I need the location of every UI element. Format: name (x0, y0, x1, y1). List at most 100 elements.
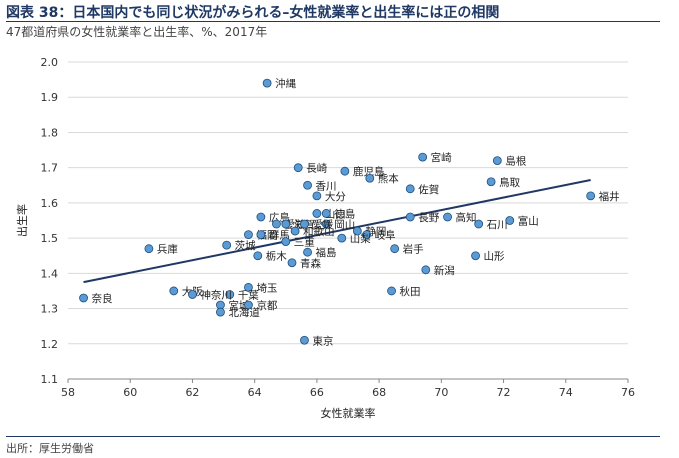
x-tick-label: 58 (61, 386, 75, 399)
data-point (225, 290, 235, 299)
data-point (169, 286, 179, 296)
data-point-label: 茨城 (235, 239, 256, 252)
data-point-label: 大分 (325, 190, 346, 203)
data-point-label: 新潟 (434, 264, 455, 277)
data-point-label: 石川 (487, 219, 508, 231)
data-point-label: 千葉 (238, 288, 259, 301)
data-point-label: 沖縄 (275, 77, 296, 90)
data-point (303, 247, 312, 257)
x-tick-label: 62 (185, 386, 199, 399)
data-point (387, 286, 396, 296)
y-tick-label: 1.7 (41, 162, 59, 175)
y-tick-label: 1.6 (41, 197, 59, 210)
y-tick-label: 1.1 (41, 373, 59, 386)
data-point-label: 島根 (505, 155, 526, 168)
data-point (256, 212, 266, 222)
data-point-label: 鹿児島 (353, 165, 385, 178)
y-tick-label: 1.9 (41, 91, 59, 104)
data-point-label: 山形 (484, 251, 505, 263)
data-point-label: 長崎 (306, 162, 327, 175)
data-point-label: 鳥取 (499, 176, 520, 189)
data-point-label: 和歌山 (303, 225, 335, 238)
data-point (365, 173, 375, 183)
data-point (421, 265, 431, 275)
data-point (256, 230, 266, 239)
data-point (272, 219, 281, 229)
y-axis-title: 出生率 (15, 204, 29, 237)
y-tick-label: 1.8 (41, 126, 59, 139)
data-point-label: 香川 (316, 180, 337, 192)
y-tick-label: 2.0 (41, 56, 59, 69)
x-tick-label: 74 (559, 386, 573, 399)
data-point-label: 秋田 (400, 285, 421, 298)
data-point (290, 226, 300, 236)
data-point (300, 335, 309, 345)
data-point (144, 244, 154, 254)
data-point (492, 156, 502, 166)
data-point-label: 佐賀 (418, 183, 439, 196)
data-point (244, 230, 253, 239)
data-point (303, 180, 312, 190)
data-point (474, 219, 484, 229)
data-point (337, 233, 347, 243)
data-point-label: 山梨 (350, 232, 371, 245)
scatter-chart: 1.1 1.2 1.3 1.4 1.5 1.6 1.7 1.8 1.9 2.0 58 60 62 64 66… (15, 56, 635, 420)
data-point (312, 209, 322, 218)
data-point-label: 高知 (456, 211, 477, 224)
data-point-label: 岐阜 (375, 229, 396, 242)
data-point-label: 岩手 (403, 243, 424, 256)
x-tick-label: 66 (310, 386, 324, 399)
data-point (486, 177, 496, 187)
data-point (418, 152, 428, 162)
data-point (262, 78, 272, 88)
data-point (293, 163, 303, 173)
x-tick-label: 72 (497, 386, 511, 399)
chart-subtitle: 47都道府県の女性就業率と出生率、%、2017年 (6, 25, 268, 39)
data-point (79, 293, 88, 303)
source-note: 出所：厚生労働省 (6, 442, 94, 455)
data-point (281, 237, 291, 247)
data-point-label: 福島 (316, 246, 337, 259)
data-point-label: 熊本 (378, 172, 399, 185)
data-point-label: 岡山 (334, 219, 355, 231)
data-point-label: 東京 (312, 334, 333, 347)
data-point-label: 愛知 (284, 218, 305, 231)
data-point-label: 三重 (294, 236, 315, 249)
data-point (405, 184, 415, 194)
data-point-label: 徳島 (334, 207, 355, 220)
title-divider (6, 21, 660, 22)
data-point-label: 福井 (599, 190, 620, 203)
data-point-label: 長野 (418, 212, 439, 224)
x-axis-title: 女性就業率 (321, 406, 376, 420)
data-point-label: 奈良 (92, 292, 113, 305)
data-point-label: 神奈川 (200, 288, 232, 301)
data-point (188, 290, 197, 299)
x-tick-label: 68 (372, 386, 386, 399)
data-point-label: 愛媛 (312, 218, 333, 231)
data-point (281, 219, 291, 229)
data-point (352, 226, 362, 236)
footer-divider (6, 436, 660, 437)
data-point-label: 宮崎 (431, 151, 452, 164)
data-point (362, 230, 372, 239)
data-point (216, 307, 225, 317)
y-tick-label: 1.5 (41, 232, 59, 245)
x-tick-label: 64 (248, 386, 262, 399)
data-point-label: 京都 (256, 299, 277, 312)
data-point (244, 300, 253, 310)
data-point (253, 251, 263, 261)
x-tick-label: 76 (621, 386, 635, 399)
data-point (390, 244, 400, 254)
y-tick-label: 1.3 (41, 303, 59, 316)
data-point (321, 209, 331, 218)
x-tick-label: 70 (434, 386, 448, 399)
data-point (321, 219, 331, 229)
data-point (244, 283, 253, 292)
data-point (586, 191, 596, 201)
data-point (340, 166, 350, 176)
data-point-label: 富山 (518, 215, 539, 228)
data-point (443, 212, 452, 222)
data-point (505, 216, 515, 225)
y-tick-label: 1.4 (41, 267, 59, 280)
data-point-label: 兵庫 (157, 243, 178, 256)
